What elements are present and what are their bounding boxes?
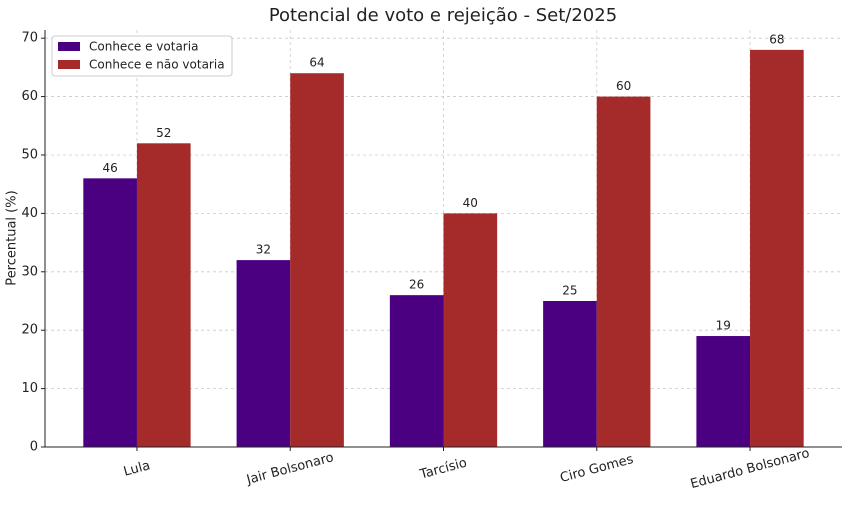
y-tick-label: 10 [21, 381, 38, 396]
x-tick-label: Ciro Gomes [558, 452, 635, 486]
legend-label: Conhece e não votaria [89, 58, 225, 72]
legend-swatch [58, 60, 80, 69]
value-label: 68 [769, 32, 784, 46]
legend-frame [51, 35, 233, 77]
value-label: 46 [102, 161, 117, 175]
y-axis-label: Percentual (%) [5, 190, 20, 285]
bar [136, 143, 191, 447]
value-label: 52 [156, 126, 171, 140]
y-tick-label: 0 [30, 440, 38, 455]
y-tick-label: 20 [21, 323, 38, 338]
value-label: 25 [562, 283, 577, 297]
value-label: 32 [256, 243, 271, 257]
y-tick-label: 60 [21, 89, 38, 104]
value-label: 64 [309, 56, 324, 70]
bar [750, 49, 804, 447]
x-tick-label: Jair Bolsonaro [244, 450, 335, 488]
axis-line [44, 30, 842, 448]
y-tick-label: 70 [21, 31, 38, 46]
bar [236, 260, 291, 447]
y-tick-label: 30 [21, 264, 38, 279]
x-tick-label: Eduardo Bolsonaro [689, 446, 811, 492]
bar [696, 336, 751, 447]
bar [596, 96, 651, 447]
value-label: 19 [716, 319, 731, 333]
bar [290, 73, 344, 447]
legend-swatch [58, 42, 80, 51]
chart-title: Potencial de voto e rejeição - Set/2025 [269, 5, 617, 26]
bar [389, 295, 444, 447]
legend-label: Conhece e votaria [89, 40, 198, 54]
value-label: 26 [409, 278, 424, 292]
bar [83, 178, 137, 447]
x-tick-label: Tarcísio [417, 456, 468, 483]
value-label: 60 [616, 79, 631, 93]
bar [443, 213, 498, 447]
bar [543, 300, 597, 447]
value-label: 40 [463, 196, 478, 210]
legend: Conhece e votaria Conhece e não votaria [51, 35, 233, 77]
y-tick-label: 50 [21, 147, 38, 162]
y-tick-label: 40 [21, 206, 38, 221]
x-tick-label: Lula [122, 458, 152, 479]
